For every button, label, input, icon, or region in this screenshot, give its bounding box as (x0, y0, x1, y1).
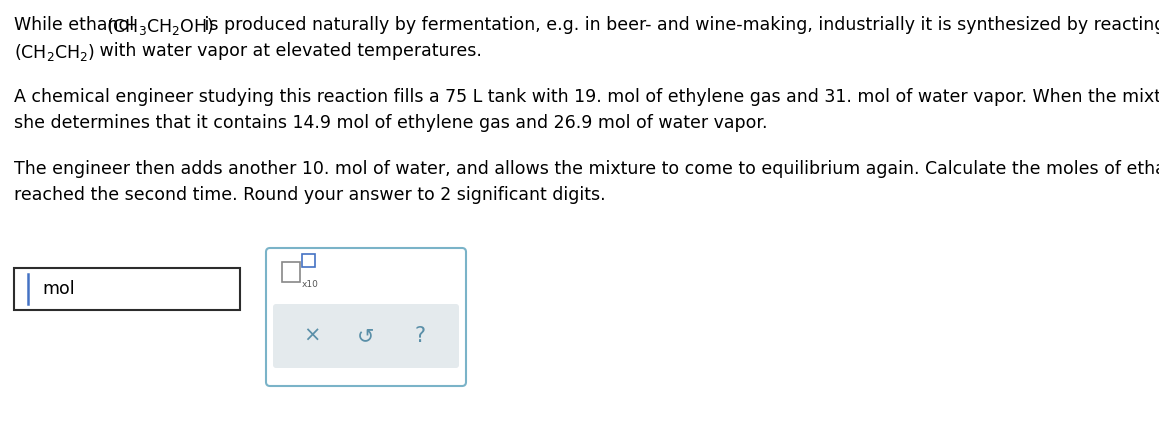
Text: reached the second time. Round your answer to 2 significant digits.: reached the second time. Round your answ… (14, 186, 606, 204)
Text: ×: × (304, 326, 321, 346)
Text: ↺: ↺ (357, 326, 374, 346)
Text: A chemical engineer studying this reaction fills a 75 L tank with 19. mol of eth: A chemical engineer studying this reacti… (14, 88, 1159, 106)
FancyBboxPatch shape (267, 248, 466, 386)
FancyBboxPatch shape (274, 304, 459, 368)
Text: x10: x10 (302, 280, 319, 289)
Text: ?: ? (414, 326, 425, 346)
Text: $(\mathrm{CH_3CH_2OH})$: $(\mathrm{CH_3CH_2OH})$ (105, 16, 214, 37)
Text: The engineer then adds another 10. mol of water, and allows the mixture to come : The engineer then adds another 10. mol o… (14, 160, 1159, 178)
Text: mol: mol (42, 280, 74, 298)
Text: with water vapor at elevated temperatures.: with water vapor at elevated temperature… (94, 42, 482, 60)
Text: $(\mathrm{CH_2CH_2})$: $(\mathrm{CH_2CH_2})$ (14, 42, 95, 63)
Text: she determines that it contains 14.9 mol of ethylene gas and 26.9 mol of water v: she determines that it contains 14.9 mol… (14, 114, 767, 132)
Bar (282, 262, 300, 282)
Text: While ethanol: While ethanol (14, 16, 139, 34)
Bar (14, 268, 240, 310)
Bar (302, 254, 315, 267)
Text: is produced naturally by fermentation, e.g. in beer- and wine-making, industrial: is produced naturally by fermentation, e… (199, 16, 1159, 34)
